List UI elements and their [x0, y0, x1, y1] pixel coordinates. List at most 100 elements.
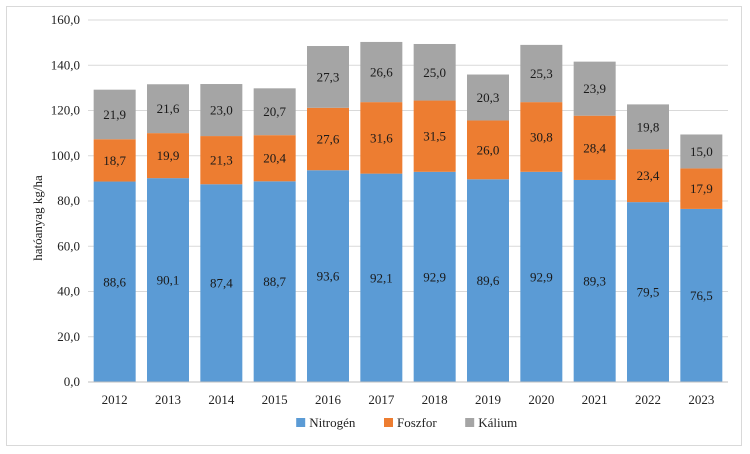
y-axis-label: hatóanyag kg/ha [30, 175, 45, 261]
bar-segment-nitrogén [627, 202, 669, 382]
data-label: 28,4 [583, 140, 606, 155]
data-label: 88,7 [263, 274, 286, 289]
legend-label: Kálium [478, 415, 517, 430]
bar-segment-foszfor [200, 136, 243, 185]
data-label: 20,4 [263, 151, 286, 166]
data-labels: 88,6 18,7 21,9 90,1 19,9 21,6 87,4 21,3 23,0 88,7… [103, 65, 712, 303]
bar-segment-nitrogén [520, 171, 563, 382]
y-tick-label: 140,0 [51, 57, 80, 72]
bar-segment-nitrogén [200, 184, 243, 382]
data-label: 19,8 [637, 119, 660, 134]
data-label: 92,9 [423, 269, 446, 284]
bar-segment-kálium [467, 74, 509, 121]
y-tick-label: 60,0 [57, 238, 80, 253]
bar-segment-foszfor [627, 149, 669, 203]
bar-segment-foszfor [253, 135, 296, 182]
bar-segment-kálium [627, 104, 669, 150]
data-label: 31,5 [423, 129, 446, 144]
data-label: 15,0 [690, 144, 713, 159]
data-label: 21,6 [157, 101, 180, 116]
data-label: 87,4 [210, 276, 233, 291]
data-label: 30,8 [530, 129, 553, 144]
data-label: 92,9 [530, 269, 553, 284]
bar-segment-kálium [573, 61, 616, 116]
bar-segment-nitrogén [360, 173, 403, 382]
y-tick-label: 160,0 [51, 12, 80, 27]
x-tick-label: 2012 [102, 392, 128, 407]
data-label: 90,1 [157, 273, 180, 288]
bars [93, 41, 723, 382]
bar-segment-nitrogén [253, 181, 296, 382]
bar-segment-foszfor [573, 115, 616, 180]
x-tick-label: 2016 [315, 392, 342, 407]
data-label: 23,9 [583, 81, 606, 96]
legend-swatch-nitrogén [296, 418, 306, 427]
data-label: 79,5 [637, 285, 660, 300]
data-label: 88,6 [103, 274, 126, 289]
bar-segment-kálium [200, 84, 243, 137]
y-tick-label: 80,0 [57, 193, 80, 208]
x-tick-label: 2021 [582, 392, 608, 407]
legend: Nitrogén Foszfor Kálium [296, 415, 517, 430]
bar-segment-nitrogén [307, 170, 349, 382]
data-label: 23,0 [210, 103, 233, 118]
bar-segment-foszfor [93, 139, 136, 182]
data-label: 25,0 [423, 65, 446, 80]
y-tick-label: 0,0 [64, 374, 80, 389]
gridlines [88, 19, 728, 338]
data-label: 27,6 [317, 132, 340, 147]
bar-segment-nitrogén [680, 208, 723, 382]
x-tick-label: 2019 [475, 392, 501, 407]
data-label: 19,9 [157, 148, 180, 163]
bar-segment-nitrogén [147, 178, 189, 382]
x-tick-label: 2022 [635, 392, 661, 407]
data-label: 26,6 [370, 65, 393, 80]
data-label: 89,6 [477, 273, 500, 288]
bar-segment-nitrogén [413, 171, 456, 382]
bar-segment-foszfor [467, 120, 509, 180]
y-tick-label: 120,0 [51, 103, 80, 118]
data-label: 26,0 [477, 142, 500, 157]
bar-segment-foszfor [413, 100, 456, 172]
bar-segment-kálium [147, 84, 189, 134]
bar-segment-kálium [360, 41, 403, 103]
data-label: 89,3 [583, 273, 606, 288]
x-tick-label: 2020 [528, 392, 554, 407]
bar-segment-foszfor [680, 168, 723, 209]
x-tick-label: 2023 [688, 392, 714, 407]
bar-segment-foszfor [520, 102, 563, 172]
data-label: 21,3 [210, 153, 233, 168]
bar-segment-foszfor [147, 133, 189, 179]
data-label: 23,4 [637, 168, 660, 183]
y-tick-label: 20,0 [57, 329, 80, 344]
bar-segment-nitrogén [467, 179, 509, 382]
data-label: 31,6 [370, 130, 393, 145]
data-label: 17,9 [690, 181, 713, 196]
bar-segment-kálium [307, 46, 349, 108]
data-label: 20,7 [263, 104, 286, 119]
y-tick-label: 40,0 [57, 284, 80, 299]
data-label: 76,5 [690, 288, 713, 303]
data-label: 25,3 [530, 66, 553, 81]
bar-segment-foszfor [360, 102, 403, 174]
data-label: 27,3 [317, 69, 340, 84]
bar-segment-nitrogén [573, 179, 616, 382]
bar-segment-kálium [520, 44, 563, 103]
bar-segment-nitrogén [93, 181, 136, 382]
data-label: 93,6 [317, 269, 340, 284]
legend-swatch-kálium [465, 418, 475, 427]
bar-segment-kálium [413, 43, 456, 101]
data-label: 18,7 [103, 153, 126, 168]
x-tick-label: 2014 [208, 392, 235, 407]
data-label: 21,9 [103, 107, 126, 122]
data-label: 20,3 [477, 90, 500, 105]
axes: 0,0 20,0 40,0 60,0 80,0 100,0 120,0 140,0 160,0 2… [51, 12, 728, 407]
legend-label: Nitrogén [309, 415, 356, 430]
x-tick-label: 2017 [368, 392, 395, 407]
bar-segment-kálium [93, 89, 136, 140]
y-tick-label: 100,0 [51, 148, 80, 163]
legend-swatch-foszfor [384, 418, 393, 427]
legend-label: Foszfor [397, 415, 437, 430]
bar-segment-kálium [253, 88, 296, 136]
